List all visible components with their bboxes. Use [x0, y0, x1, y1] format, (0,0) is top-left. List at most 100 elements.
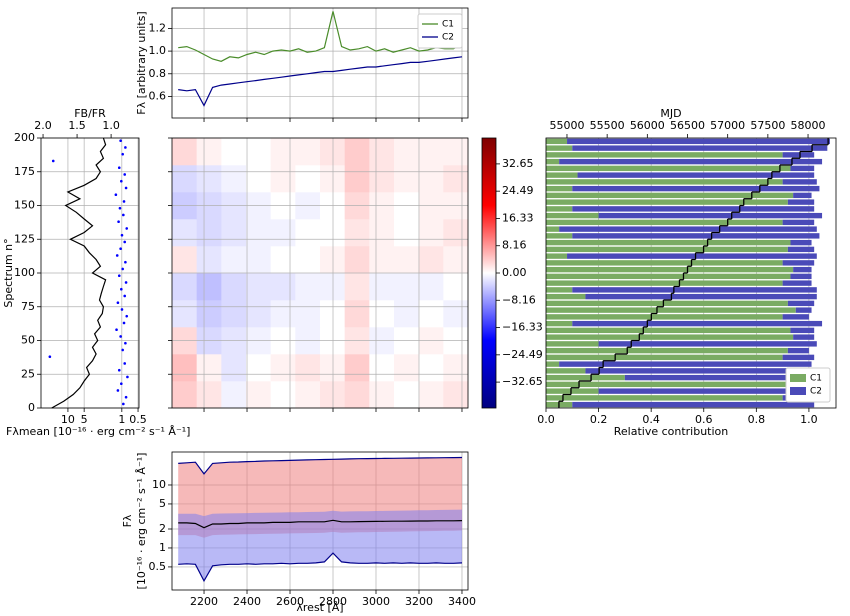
y-tick-label: 0.8 [149, 67, 167, 80]
y-tick-label: 1 [159, 541, 166, 554]
bar-segment [585, 368, 823, 374]
x-tick-label: 5 [81, 413, 88, 426]
y-tick-label: 125 [14, 232, 35, 245]
heat-cell [295, 273, 321, 301]
ratio-point [124, 146, 127, 149]
bar-segment [546, 273, 791, 280]
x2-axis-label: FB/FR [74, 107, 106, 120]
bar-segment [546, 388, 599, 394]
heat-cell [443, 246, 469, 274]
axes-frame [545, 137, 837, 409]
bar-segment [577, 172, 815, 178]
ratio-point [121, 348, 124, 352]
x-tick-label: 56000 [630, 119, 665, 132]
heat-cell [344, 138, 370, 166]
ratio-point [123, 362, 127, 365]
ratio-point [124, 395, 128, 399]
axes-frame [171, 451, 469, 591]
heat-cell [344, 165, 370, 193]
heat-cell [418, 273, 444, 301]
heat-cell [172, 219, 197, 247]
bar-segment [793, 334, 815, 340]
ratio-point [123, 294, 127, 298]
heat-cell [196, 219, 222, 247]
ratio-point [114, 193, 118, 196]
heat-cell [443, 219, 469, 247]
heat-cell [369, 381, 395, 409]
bar-segment [787, 300, 815, 307]
ratio-point [124, 281, 128, 284]
heat-cell [369, 273, 395, 301]
heat-cell [172, 165, 197, 193]
heat-cell [295, 219, 321, 247]
y-tick-label: 50 [21, 334, 35, 347]
x-tick-label: 0.2 [590, 413, 608, 426]
ratio-point [124, 260, 127, 264]
x-axis-label: Relative contribution [614, 425, 729, 438]
heat-cell [320, 165, 345, 193]
x-tick-label: 58000 [791, 119, 826, 132]
heat-cell [320, 219, 345, 247]
ratio-point [51, 159, 55, 163]
ratio-point [125, 314, 129, 318]
x-tick-label: 1.5 [68, 119, 86, 132]
y-tick-label: 1.2 [149, 21, 167, 34]
x-tick-label: 0.8 [748, 413, 766, 426]
x-tick-label: 0.4 [642, 413, 660, 426]
heat-cell [418, 219, 444, 247]
band [178, 509, 462, 581]
heat-cell [369, 300, 395, 328]
heat-cell [196, 273, 222, 301]
colorbar-tick-label: −32.65 [502, 375, 543, 388]
heat-cell [418, 246, 444, 274]
heat-cell [418, 138, 444, 166]
heat-cell [320, 354, 345, 382]
ratio-point [115, 328, 118, 332]
bar-segment [787, 347, 809, 354]
heat-cell [295, 138, 321, 166]
heat-cell [344, 246, 370, 274]
y-tick-label: 75 [21, 300, 35, 313]
heat-cell [320, 300, 345, 328]
heat-cell [394, 246, 419, 274]
bar-segment [546, 179, 783, 185]
line [178, 56, 463, 107]
y-tick-label: 200 [14, 131, 35, 144]
x-tick-label: 2200 [190, 595, 218, 608]
x-tick-label: 55000 [549, 119, 584, 132]
bar-segment [598, 212, 823, 219]
bar-segment [559, 158, 823, 165]
axes-frame [171, 7, 469, 119]
y-tick-label: 25 [21, 367, 35, 380]
heat-cell [270, 300, 296, 328]
heat-cell [443, 300, 469, 328]
bar-segment [546, 334, 794, 340]
bar-segment [559, 361, 812, 367]
bar-segment [559, 226, 817, 232]
bar-segment [572, 185, 820, 192]
bar-segment [793, 192, 812, 199]
y-tick-label: 10 [152, 478, 166, 491]
heat-cell [221, 300, 247, 328]
bar-segment [546, 145, 573, 151]
heat-cell [196, 381, 222, 409]
bar-segment [793, 266, 812, 273]
x-tick-label: 2600 [276, 595, 304, 608]
heat-cell [196, 138, 222, 166]
ratio-point [123, 240, 127, 244]
legend-label: C1 [810, 374, 822, 384]
heat-cell [369, 138, 395, 166]
heat-cell [196, 165, 222, 193]
heat-cell [246, 273, 271, 301]
heat-cell [369, 219, 395, 247]
x-tick-label: 3400 [448, 595, 476, 608]
heat-cell [394, 354, 419, 382]
line [178, 11, 463, 62]
y-tick-label: 150 [14, 199, 35, 212]
heat-cell [246, 165, 271, 193]
bar-segment [546, 307, 796, 313]
ratio-point [116, 389, 120, 392]
ratio-point [122, 321, 126, 325]
bar-segment [782, 354, 815, 361]
